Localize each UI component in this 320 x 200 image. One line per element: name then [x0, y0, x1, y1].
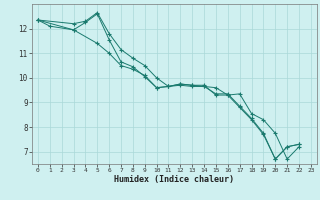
X-axis label: Humidex (Indice chaleur): Humidex (Indice chaleur) — [115, 175, 234, 184]
